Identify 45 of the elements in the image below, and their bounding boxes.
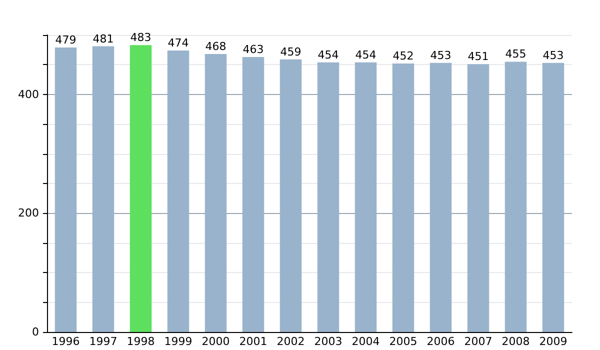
bar [392,64,414,332]
data-label: 455 [505,48,526,61]
data-label: 453 [430,48,452,62]
x-tick-label: 2008 [502,335,530,348]
x-tick-label: 2004 [352,335,380,348]
data-label: 463 [242,42,264,56]
data-label: 459 [280,45,302,58]
data-label: 468 [205,40,226,54]
x-tick-label: 1998 [126,335,155,348]
data-label: 453 [542,48,564,62]
bar [504,62,527,332]
data-label: 451 [468,50,489,64]
data-label: 481 [92,32,114,46]
data-label: 474 [168,36,189,50]
x-tick-label: 2006 [426,335,455,348]
bar [242,56,264,332]
bar [467,64,490,332]
bar [317,62,340,332]
bar [92,46,114,332]
bar [542,62,564,332]
data-label: 454 [318,48,339,62]
bar [280,59,302,332]
data-label: 452 [392,50,414,63]
bar [54,47,77,332]
data-label: 454 [355,48,376,62]
x-tick-label: 2002 [276,335,305,348]
data-label: 479 [55,33,76,46]
x-tick-label: 1997 [89,335,118,348]
x-tick-label: 1996 [52,335,80,348]
data-label: 483 [130,31,152,44]
x-tick-label: 2009 [539,335,568,348]
x-tick-label: 1999 [164,335,192,348]
y-tick-label: 200 [18,206,39,220]
bar [354,62,377,332]
y-tick-label: 400 [18,88,39,101]
x-tick-label: 2003 [314,335,342,348]
x-tick-label: 2001 [239,335,268,348]
y-tick-label: 0 [32,326,39,338]
x-tick-label: 2000 [202,335,230,348]
bar [130,45,152,332]
bar [167,50,190,332]
bar [430,62,452,332]
x-tick-label: 2005 [389,335,418,348]
bar [204,54,227,332]
x-tick-label: 2007 [464,335,492,348]
